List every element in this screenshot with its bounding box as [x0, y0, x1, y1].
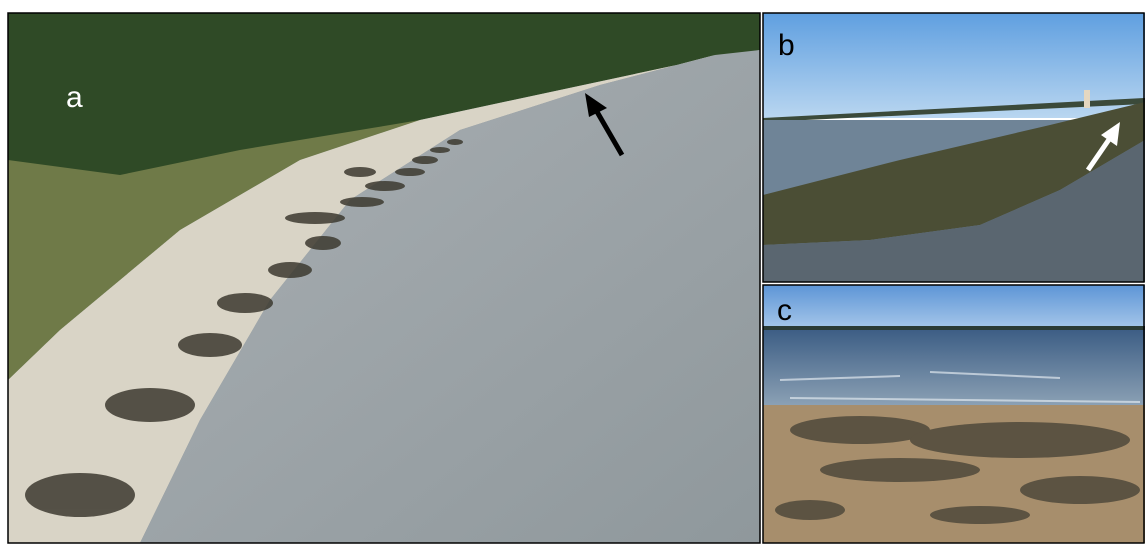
sky: [763, 285, 1145, 330]
panel-border: [7, 12, 761, 544]
sky: [763, 13, 1145, 118]
arrow: [585, 93, 625, 157]
person: [1084, 90, 1090, 108]
water: [763, 330, 1145, 408]
panel-label: b: [778, 29, 795, 62]
panel-label: c: [777, 294, 792, 327]
panel-border: [762, 12, 1145, 283]
tidal-flat: [763, 140, 1145, 282]
panel-border: [762, 284, 1145, 544]
arrow: [1085, 122, 1120, 172]
trees: [8, 13, 760, 380]
panel-c: c: [763, 285, 1145, 543]
beach: [8, 55, 715, 543]
foam: [779, 371, 1141, 403]
panel-b: b: [763, 13, 1145, 282]
water-surface: [140, 50, 760, 543]
horizon: [763, 326, 1145, 330]
oyster-reef: [763, 102, 1145, 245]
oyster-reefs: [25, 139, 463, 517]
panel-a: a: [8, 13, 760, 543]
panel-label: a: [66, 81, 83, 114]
oyster-shells: [775, 416, 1140, 524]
horizon: [763, 98, 1145, 122]
marsh: [8, 120, 420, 380]
